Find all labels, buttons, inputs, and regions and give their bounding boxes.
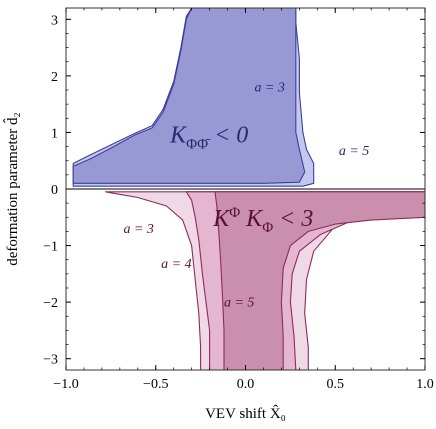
x-tick-label: 1.0 xyxy=(416,377,434,392)
y-tick-label: −1 xyxy=(43,240,58,255)
y-axis-label: deformation parameter d̂₂ xyxy=(3,112,21,266)
contour-label: a = 3 xyxy=(123,222,153,237)
region-area xyxy=(214,191,425,370)
annotations-layer: KΦΦ̄ < 0 KΦ KΦ < 3 a = 3 a = 5 a = 3 a = 4 a =… xyxy=(123,81,369,311)
x-axis-label: VEV shift X̂₀ xyxy=(205,405,286,422)
y-tick-label: −2 xyxy=(43,296,58,311)
x-tick-label: 0.0 xyxy=(237,377,255,392)
region-annotation: KΦ KΦ < 3 xyxy=(212,205,313,236)
contour-label: a = 4 xyxy=(161,257,191,272)
region-annotation: KΦΦ̄ < 0 xyxy=(169,123,248,153)
contour-label: a = 3 xyxy=(254,81,284,96)
ticks-layer: −1.0 −0.5 0.0 0.5 1.0 −3 −2 −1 0 1 2 3 xyxy=(43,8,434,392)
regions-layer xyxy=(72,8,425,370)
x-tick-label: 0.5 xyxy=(327,377,345,392)
x-tick-label: −1.0 xyxy=(53,377,78,392)
contour-label: a = 5 xyxy=(224,296,254,311)
region-area xyxy=(72,8,306,184)
y-tick-label: −3 xyxy=(43,353,58,368)
y-tick-label: 2 xyxy=(51,70,58,85)
contour-label: a = 5 xyxy=(339,144,369,159)
y-tick-label: 1 xyxy=(51,126,58,141)
y-tick-label: 3 xyxy=(51,13,58,28)
y-tick-label: 0 xyxy=(51,183,58,198)
x-tick-label: −0.5 xyxy=(143,377,168,392)
